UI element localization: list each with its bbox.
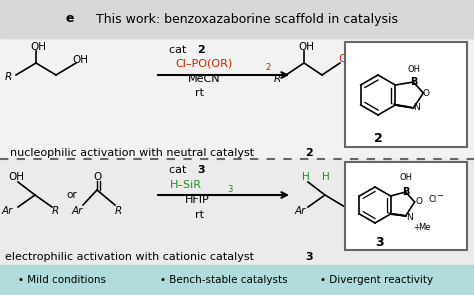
Text: H: H [322,172,330,182]
Text: PO(OR): PO(OR) [346,54,384,64]
Text: O: O [415,197,422,206]
Text: MeCN: MeCN [188,74,220,84]
Text: B: B [402,187,409,197]
Text: cat: cat [169,165,190,175]
Text: H: H [302,172,310,182]
Bar [0,0,474,38]
Text: • Bench-stable catalysts: • Bench-stable catalysts [160,275,288,285]
Text: 3: 3 [305,252,313,262]
Text: R: R [274,74,281,84]
Text: +: + [414,224,420,232]
Text: N: N [406,212,413,222]
Text: Ar: Ar [72,206,83,216]
Text: nucleophilic activation with neutral catalyst: nucleophilic activation with neutral cat… [10,148,258,158]
Text: 3: 3 [376,237,384,250]
Text: R: R [115,206,122,216]
Text: rt: rt [195,210,204,220]
Text: Ar: Ar [295,206,306,216]
Text: 2: 2 [197,45,205,55]
Bar [0,159,474,265]
Text: OH: OH [399,173,412,182]
Text: • Mild conditions: • Mild conditions [18,275,106,285]
Text: N: N [413,104,419,112]
Text: OH: OH [408,65,421,74]
Text: OH: OH [30,42,46,52]
Text: cat: cat [169,45,190,55]
Text: OH: OH [8,172,24,182]
Text: R: R [5,72,12,82]
Text: 2: 2 [374,132,383,145]
Text: e: e [66,12,74,25]
Bar [345,162,467,250]
Text: OH: OH [298,42,314,52]
Text: Me: Me [419,224,431,232]
Text: 3: 3 [197,165,205,175]
Bar [0,38,474,160]
Text: Ar: Ar [2,206,13,216]
Text: 2: 2 [305,148,313,158]
Bar [0,265,474,295]
Text: O: O [338,54,346,64]
Text: rt: rt [195,88,204,98]
Text: • Divergent reactivity: • Divergent reactivity [320,275,433,285]
Text: or: or [67,190,77,200]
Text: 2: 2 [265,63,270,73]
Text: HFIP: HFIP [185,195,210,205]
Bar [345,42,467,147]
Text: electrophilic activation with cationic catalyst: electrophilic activation with cationic c… [5,252,257,262]
Text: R: R [345,206,352,216]
Text: R: R [52,206,59,216]
Text: Cl–PO(OR): Cl–PO(OR) [175,59,232,69]
Text: O: O [423,88,430,98]
Text: OH: OH [72,55,88,65]
Text: This work: benzoxazaborine scaffold in catalysis: This work: benzoxazaborine scaffold in c… [96,12,398,25]
Text: 2: 2 [393,58,398,68]
Text: B: B [410,77,417,87]
Text: H–SiR: H–SiR [170,180,202,190]
Text: −: − [437,191,444,201]
Text: Cl: Cl [428,194,437,204]
Text: 3: 3 [227,184,232,194]
Text: O: O [93,172,101,182]
